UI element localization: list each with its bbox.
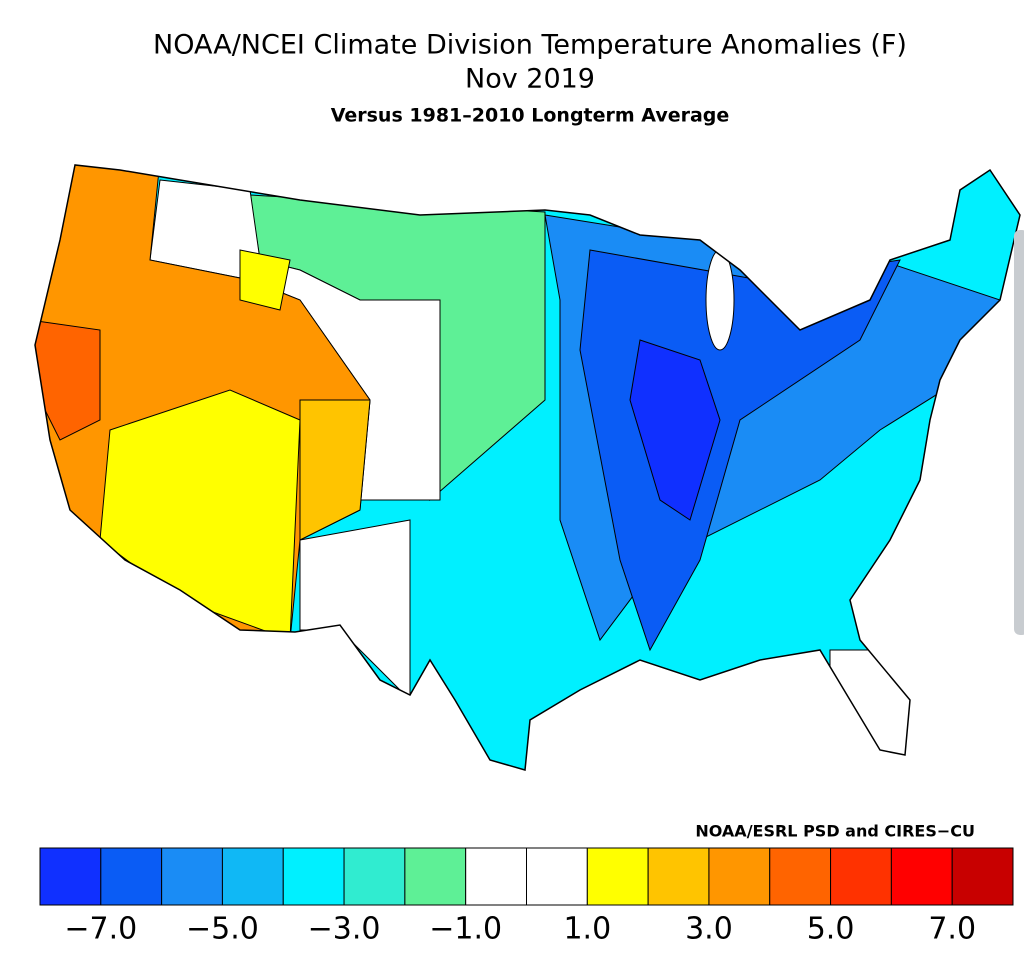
region — [239, 249, 291, 311]
colorbar: −7.0 −5.0 −3.0 −1.0 1.0 3.0 5.0 7.0 — [39, 847, 1014, 947]
colorbar-box — [465, 847, 527, 906]
colorbar-tick-label: −3.0 — [308, 912, 381, 947]
region — [629, 339, 721, 521]
colorbar-box — [890, 847, 953, 906]
region — [35, 319, 101, 441]
colorbar-box — [282, 847, 345, 906]
colorbar-box — [708, 847, 771, 906]
colorbar-box — [647, 847, 710, 906]
lake — [705, 249, 735, 351]
credit: NOAA/ESRL PSD and CIRES−CU — [695, 822, 975, 841]
colorbar-tick-label: −5.0 — [186, 912, 259, 947]
region — [829, 649, 921, 770]
colorbar-box — [161, 847, 223, 906]
colorbar-tick-label: 1.0 — [563, 912, 611, 947]
subtitle: Nov 2019 — [465, 64, 595, 95]
colorbar-tick-label: 3.0 — [685, 912, 733, 947]
scrollbar — [1014, 230, 1024, 635]
colorbar-box — [769, 847, 832, 906]
colorbar-box — [404, 847, 467, 906]
title: NOAA/NCEI Climate Division Temperature A… — [153, 30, 907, 61]
region — [299, 399, 371, 541]
caption: Versus 1981–2010 Longterm Average — [331, 105, 730, 127]
colorbar-box — [586, 847, 649, 906]
colorbar-box — [100, 847, 163, 906]
colorbar-box — [526, 847, 588, 906]
colorbar-tick-label: 5.0 — [807, 912, 855, 947]
map-regions — [35, 165, 1020, 770]
colorbar-box — [951, 847, 1014, 906]
colorbar-box — [39, 847, 102, 906]
colorbar-box — [343, 847, 406, 906]
colorbar-tick-label: −1.0 — [429, 912, 502, 947]
colorbar-tick-label: −7.0 — [64, 912, 137, 947]
colorbar-box — [830, 847, 892, 906]
colorbar-tick-label: 7.0 — [928, 912, 976, 947]
colorbar-box — [221, 847, 284, 906]
region — [299, 519, 411, 702]
